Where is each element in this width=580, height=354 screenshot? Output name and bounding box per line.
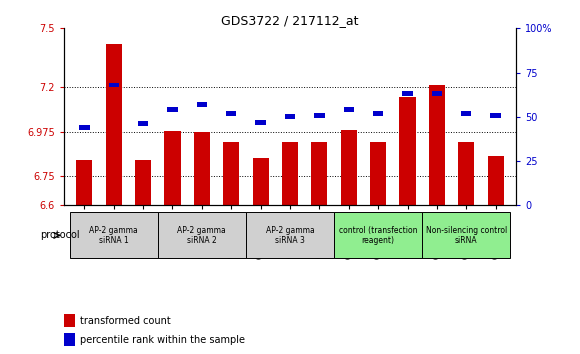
Bar: [158, 212, 246, 258]
Text: Non-silencing control
siRNA: Non-silencing control siRNA: [426, 226, 507, 245]
Bar: [491, 113, 501, 118]
Bar: [461, 111, 472, 116]
Text: AP-2 gamma
siRNA 1: AP-2 gamma siRNA 1: [89, 226, 138, 245]
Bar: [226, 111, 237, 116]
Bar: [403, 91, 412, 96]
Bar: [334, 212, 422, 258]
Bar: [106, 44, 122, 205]
Bar: [197, 102, 207, 107]
Bar: [138, 121, 148, 126]
Bar: [194, 132, 210, 205]
Bar: [400, 97, 416, 205]
Text: AP-2 gamma
siRNA 3: AP-2 gamma siRNA 3: [266, 226, 314, 245]
Text: control (transfection
reagent): control (transfection reagent): [339, 226, 418, 245]
Bar: [432, 91, 442, 96]
Bar: [168, 107, 177, 112]
Text: protocol: protocol: [40, 230, 80, 240]
Bar: [164, 131, 180, 205]
Bar: [64, 314, 75, 327]
Text: transformed count: transformed count: [79, 316, 171, 326]
Bar: [340, 130, 357, 205]
Bar: [108, 82, 119, 87]
Bar: [373, 111, 383, 116]
Bar: [429, 85, 445, 205]
Title: GDS3722 / 217112_at: GDS3722 / 217112_at: [221, 14, 359, 27]
Bar: [70, 212, 158, 258]
Bar: [314, 113, 325, 118]
Text: AP-2 gamma
siRNA 2: AP-2 gamma siRNA 2: [177, 226, 226, 245]
Bar: [79, 125, 89, 130]
Bar: [255, 120, 266, 125]
Bar: [458, 142, 474, 205]
Bar: [343, 107, 354, 112]
Bar: [77, 160, 92, 205]
Bar: [285, 114, 295, 119]
Bar: [422, 212, 510, 258]
Bar: [370, 142, 386, 205]
Bar: [282, 142, 298, 205]
Bar: [311, 142, 328, 205]
Bar: [252, 158, 269, 205]
Text: percentile rank within the sample: percentile rank within the sample: [79, 335, 245, 345]
Bar: [246, 212, 334, 258]
Bar: [223, 142, 240, 205]
Bar: [135, 160, 151, 205]
Bar: [488, 156, 503, 205]
Bar: [64, 333, 75, 346]
